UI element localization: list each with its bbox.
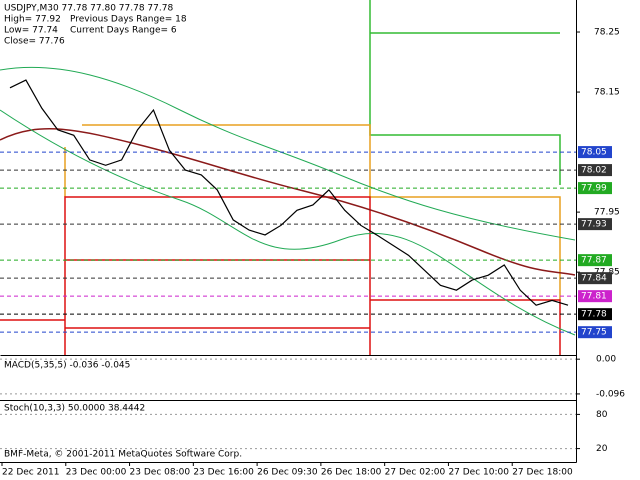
level-label: 77.87 xyxy=(581,256,607,266)
header: USDJPY,M30 77.78 77.80 77.78 77.78 High=… xyxy=(4,4,187,47)
level-box xyxy=(578,326,612,339)
level-box xyxy=(578,290,612,303)
x-tick-label: 27 Dec 10:00 xyxy=(448,468,509,478)
panel-frames xyxy=(0,0,577,463)
level-label: 77.81 xyxy=(581,292,607,302)
x-tick-label: 23 Dec 16:00 xyxy=(193,468,254,478)
header-close: Close= 77.76 xyxy=(4,37,65,47)
pivot-lines xyxy=(0,0,561,355)
x-tick-label: 27 Dec 02:00 xyxy=(385,468,446,478)
level-label: 77.78 xyxy=(581,310,607,320)
level-label: 78.05 xyxy=(581,148,607,158)
stoch-title: Stoch(10,3,3) 50.0000 38.4442 xyxy=(4,404,145,414)
level-label: 77.75 xyxy=(581,328,607,338)
level-label: 77.93 xyxy=(581,220,607,230)
y-tick-label: 78.25 xyxy=(594,28,620,38)
level-label: 77.99 xyxy=(581,184,607,194)
band-lower xyxy=(0,109,576,336)
level-box xyxy=(578,254,612,267)
x-tick-label: 26 Dec 18:00 xyxy=(321,468,382,478)
level-label: 77.84 xyxy=(581,274,607,284)
x-tick-label: 27 Dec 18:00 xyxy=(512,468,573,478)
level-box xyxy=(578,164,612,177)
x-tick-label: 22 Dec 2011 xyxy=(2,468,60,478)
macd-title: MACD(5,35,5) -0.036 -0.045 xyxy=(4,361,130,371)
x-tick-label: 23 Dec 00:00 xyxy=(66,468,127,478)
level-label: 78.02 xyxy=(581,166,607,176)
header-low: Low= 77.74 xyxy=(4,26,58,36)
header-symbol: USDJPY,M30 77.78 77.80 77.78 77.78 xyxy=(4,4,173,14)
x-tick-label: 26 Dec 09:30 xyxy=(257,468,318,478)
header-prev-range: Previous Days Range= 18 xyxy=(70,15,187,25)
level-box xyxy=(578,308,612,321)
macd-tick-label: 0.00 xyxy=(596,355,616,365)
header-cur-range: Current Days Range= 6 xyxy=(70,26,177,36)
band-upper xyxy=(0,66,576,241)
header-high: High= 77.92 xyxy=(4,15,61,25)
macd-tick-label: -0.096 xyxy=(596,389,625,399)
y-tick-label: 77.95 xyxy=(594,208,620,218)
stoch-tick-label: 20 xyxy=(596,444,608,454)
stoch-tick-label: 80 xyxy=(596,410,608,420)
level-box xyxy=(578,218,612,231)
level-box xyxy=(578,182,612,195)
price-line xyxy=(9,79,569,306)
level-box xyxy=(578,272,612,285)
x-tick-label: 23 Dec 08:00 xyxy=(130,468,191,478)
copyright: BMF-Meta, © 2001-2011 MetaQuotes Softwar… xyxy=(4,450,242,460)
y-tick-label: 78.15 xyxy=(594,88,620,98)
moving-average xyxy=(0,128,576,276)
level-box xyxy=(578,146,612,159)
